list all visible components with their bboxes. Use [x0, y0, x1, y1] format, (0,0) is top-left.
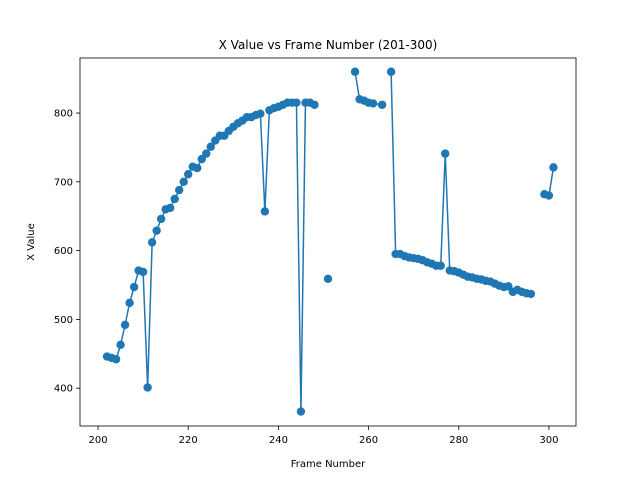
data-point — [377, 100, 387, 109]
plot-area — [102, 67, 558, 416]
data-point — [292, 98, 301, 107]
y-tick-label: 400 — [54, 384, 73, 395]
data-point — [350, 67, 360, 76]
y-tick-label: 700 — [54, 177, 73, 188]
data-point — [386, 67, 396, 76]
y-axis-label: X Value — [26, 223, 37, 261]
x-tick-label: 260 — [359, 435, 378, 446]
x-tick-label: 240 — [269, 435, 288, 446]
chart-title: X Value vs Frame Number (201-300) — [219, 38, 438, 52]
data-point — [310, 100, 319, 109]
data-point — [156, 214, 166, 224]
data-point — [184, 170, 193, 179]
data-point — [549, 163, 558, 172]
x-tick-label: 200 — [88, 435, 107, 446]
data-point — [526, 289, 536, 299]
data-point — [260, 207, 270, 216]
data-point — [143, 383, 152, 392]
data-point — [175, 185, 184, 195]
data-point — [193, 163, 202, 173]
x-tick-label: 220 — [179, 435, 198, 446]
data-point — [179, 177, 188, 187]
data-point — [111, 355, 121, 364]
x-tick-label: 300 — [539, 435, 558, 446]
data-point — [125, 298, 134, 308]
data-point — [296, 407, 306, 416]
y-tick-label: 800 — [54, 109, 73, 120]
y-axis: 400 500 600 700 800 — [54, 109, 80, 395]
x-axis: 200 220 240 260 280 300 — [88, 426, 558, 446]
data-point — [165, 203, 175, 213]
data-point — [206, 142, 215, 151]
data-point — [544, 191, 554, 200]
data-point — [138, 267, 148, 277]
data-point — [368, 99, 378, 108]
data-point — [202, 149, 211, 158]
plot-frame — [79, 57, 577, 427]
x-tick-label: 280 — [449, 435, 468, 446]
data-point — [323, 274, 333, 283]
data-point — [441, 149, 450, 158]
data-point — [129, 282, 139, 292]
x-axis-label: Frame Number — [291, 459, 366, 470]
data-point — [152, 226, 161, 235]
data-point — [120, 320, 130, 330]
data-point — [116, 340, 125, 350]
data-point — [147, 238, 157, 247]
y-tick-label: 500 — [54, 315, 73, 326]
data-point — [256, 109, 265, 118]
data-point — [170, 194, 179, 204]
data-point — [436, 261, 445, 270]
y-tick-label: 600 — [54, 246, 73, 257]
